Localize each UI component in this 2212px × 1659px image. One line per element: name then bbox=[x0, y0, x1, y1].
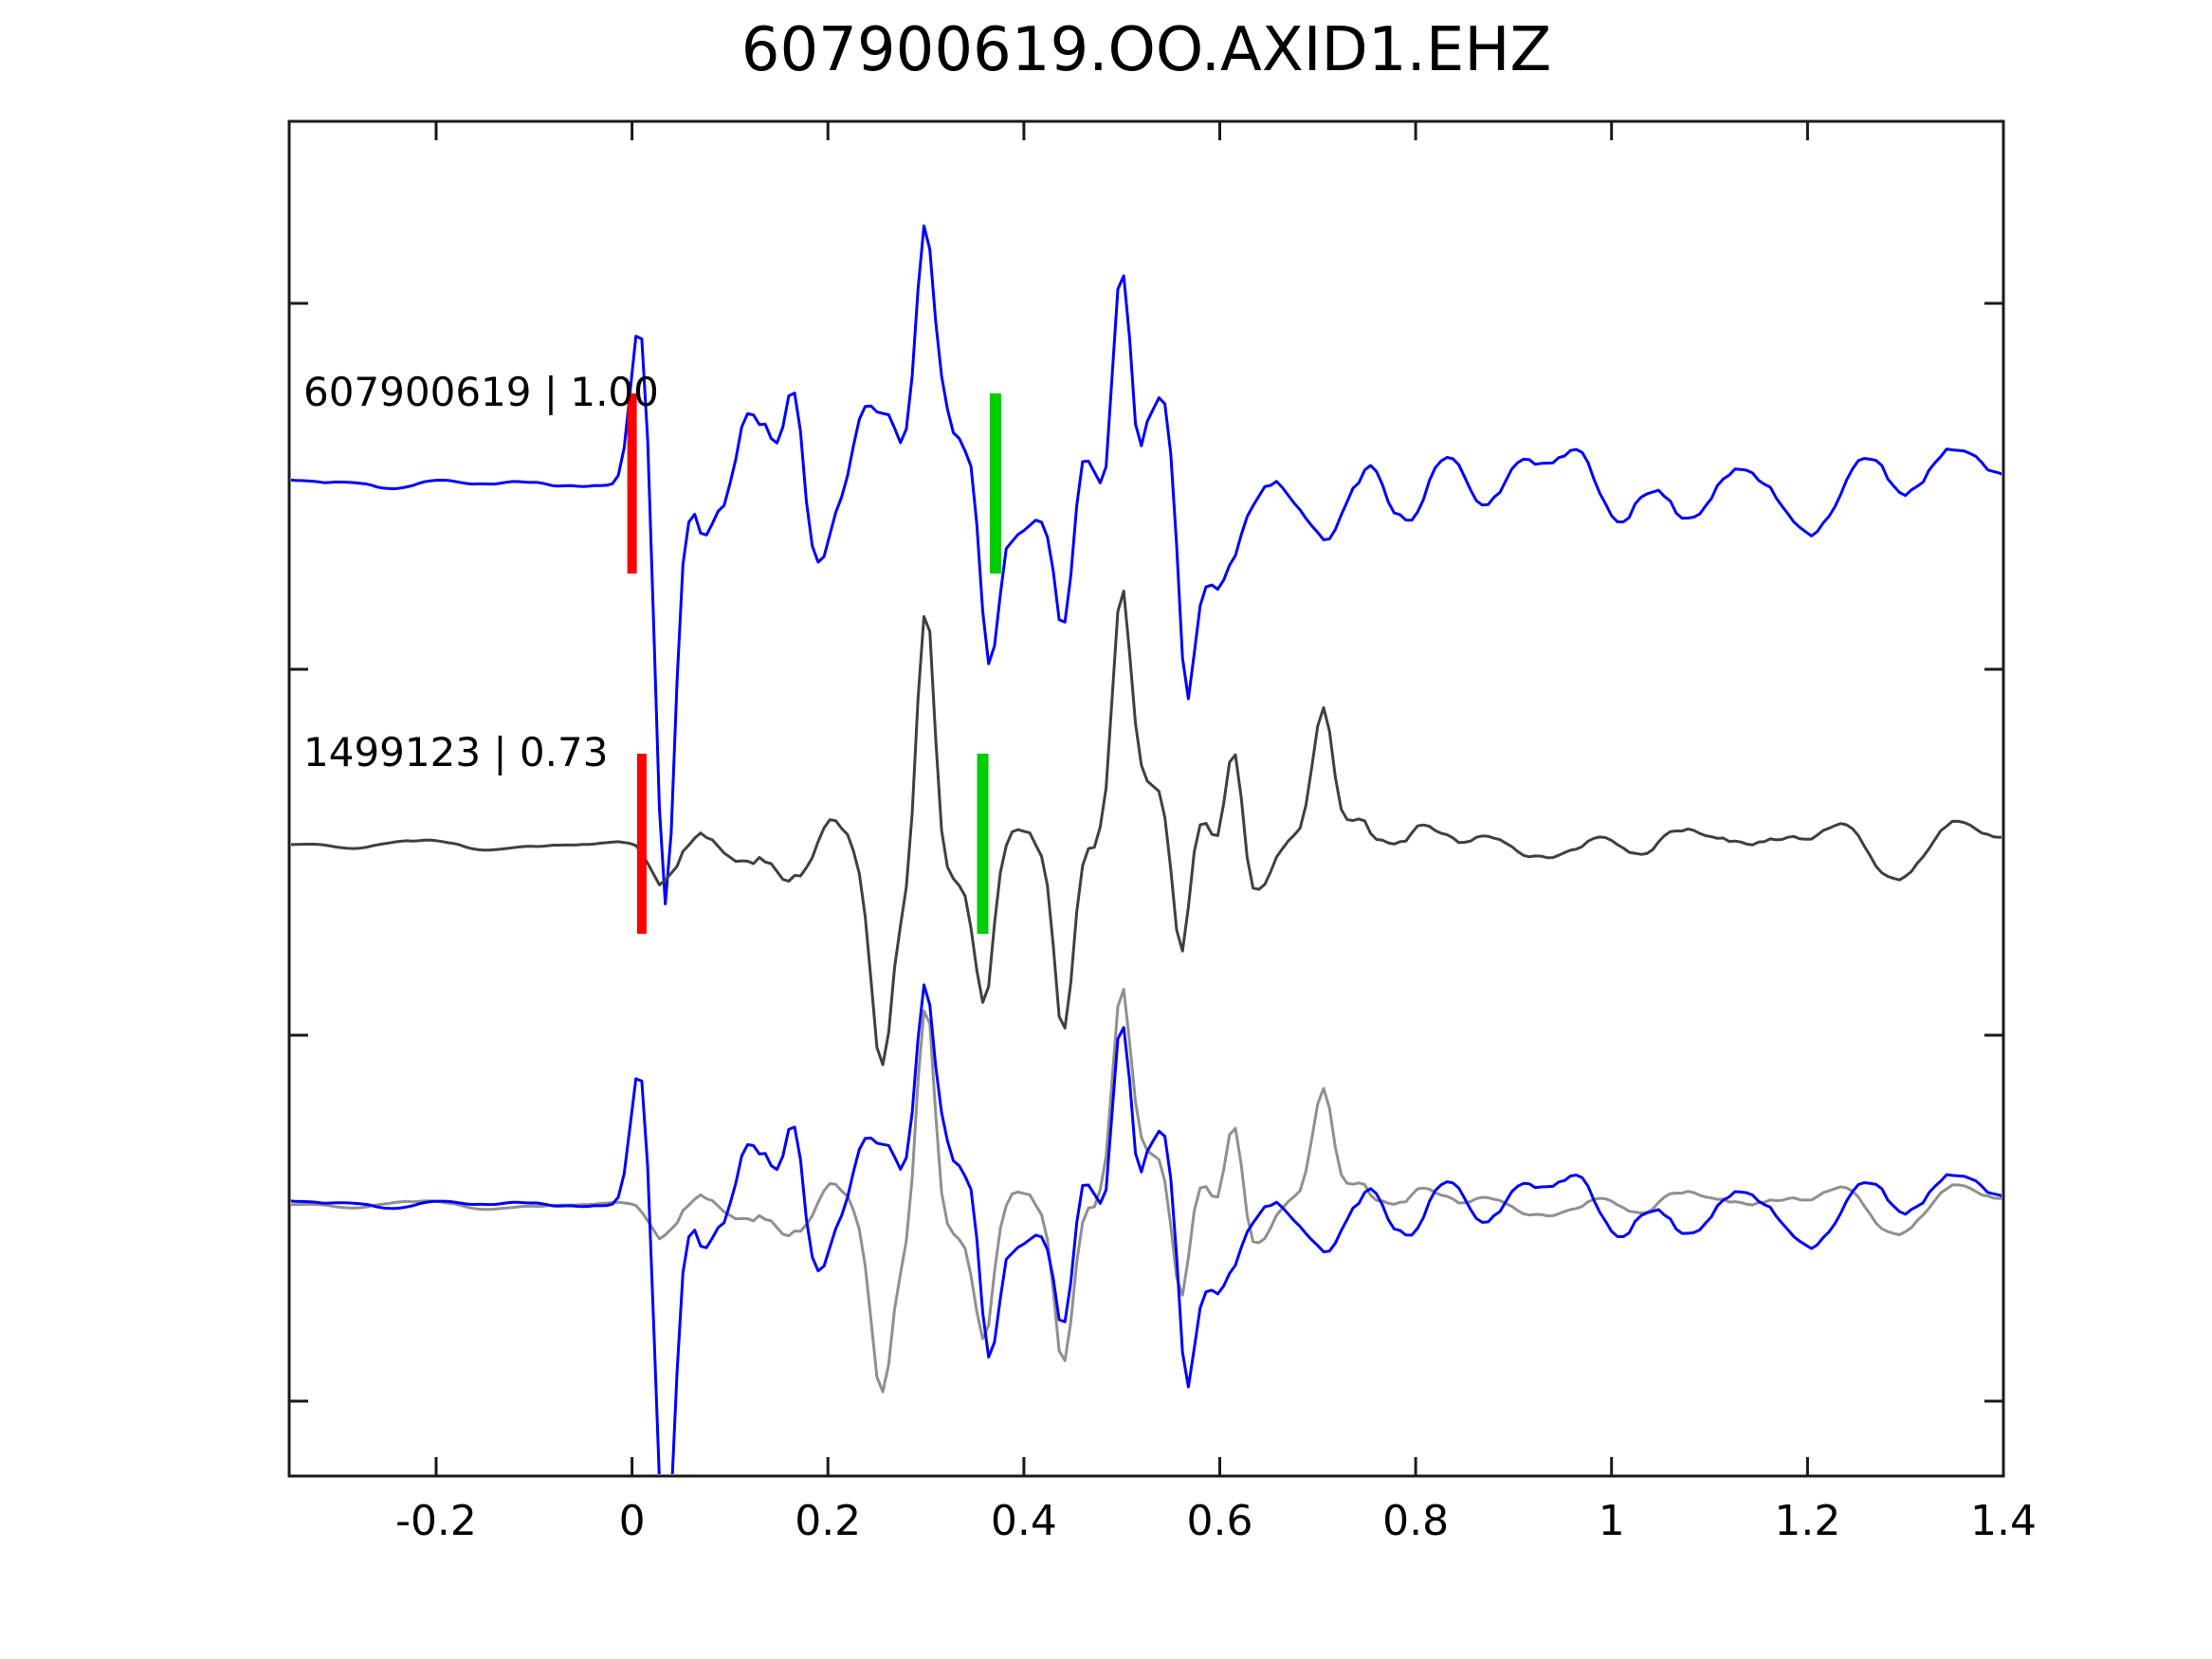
x-tick-label: 0.8 bbox=[1382, 1497, 1449, 1545]
1499123-waveform bbox=[291, 590, 2002, 1066]
figure-title: 607900619.OO.AXID1.EHZ bbox=[740, 15, 1552, 85]
607900619-template-pick-marker bbox=[627, 393, 637, 574]
x-tick-label: 0.4 bbox=[991, 1497, 1057, 1545]
axes-border bbox=[287, 119, 2005, 1478]
x-tick-label: 1.4 bbox=[1970, 1497, 2037, 1545]
overlay-607900619-waveform bbox=[291, 983, 2002, 1474]
trace-label-1499123: 1499123 | 0.73 bbox=[303, 729, 608, 775]
1499123-adjusted-pick-marker bbox=[977, 754, 989, 934]
607900619-adjusted-pick-marker bbox=[989, 393, 1001, 574]
trace-label-607900619: 607900619 | 1.00 bbox=[303, 369, 659, 415]
x-tick-label: 0 bbox=[619, 1497, 646, 1545]
607900619-waveform bbox=[291, 224, 2002, 905]
1499123-template-pick-marker bbox=[636, 754, 647, 934]
x-tick-label: -0.2 bbox=[395, 1497, 477, 1545]
x-tick-label: 0.6 bbox=[1187, 1497, 1253, 1545]
overlay-1499123-waveform bbox=[291, 988, 2002, 1394]
x-tick-label: 1 bbox=[1599, 1497, 1625, 1545]
x-tick-label: 0.2 bbox=[795, 1497, 861, 1545]
x-tick-label: 1.2 bbox=[1774, 1497, 1840, 1545]
